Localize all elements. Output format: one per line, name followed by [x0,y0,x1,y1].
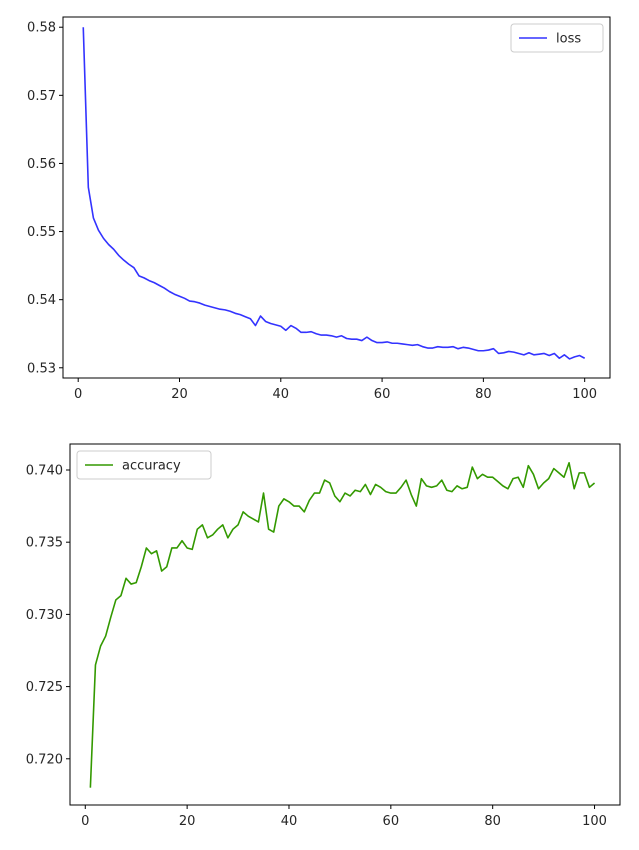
y-tick-label: 0.735 [26,536,63,551]
x-tick-label: 40 [281,814,298,829]
x-tick-label: 60 [374,387,391,402]
x-tick-label: 0 [74,387,82,402]
x-tick-label: 100 [572,387,597,402]
x-tick-label: 80 [475,387,492,402]
y-tick-label: 0.58 [27,21,56,36]
y-tick-label: 0.57 [27,89,56,104]
y-tick-label: 0.53 [27,361,56,376]
accuracy-chart: 0 20 40 60 80 100 0.720 0.725 0.730 0.735 0.740 acc… [26,443,621,829]
x-tick-label: 40 [273,387,290,402]
legend-box [76,450,212,480]
y-tick-label: 0.730 [26,608,63,623]
series-line-loss [82,27,586,360]
legend: accuracy [76,450,212,480]
plot-frame [62,16,611,379]
x-tick-label: 80 [484,814,501,829]
legend-label: loss [556,32,581,47]
y-tick-label: 0.55 [27,225,56,240]
x-tick-label: 100 [582,814,607,829]
y-tick-label: 0.54 [27,293,56,308]
plot-frame [69,443,621,806]
y-tick-label: 0.725 [26,680,63,695]
y-tick-label: 0.56 [27,157,56,172]
legend: loss [510,23,604,53]
loss-chart: 0 20 40 60 80 100 0.53 0.54 0.55 0.56 0.57 0.58 loss [27,16,611,402]
legend-box [510,23,604,53]
legend-label: accuracy [122,459,181,474]
x-tick-label: 0 [81,814,89,829]
y-tick-label: 0.720 [26,752,63,767]
y-tick-label: 0.740 [26,463,63,478]
x-tick-label: 60 [383,814,400,829]
series-line-accuracy [89,461,596,788]
x-tick-label: 20 [179,814,196,829]
x-tick-label: 20 [171,387,188,402]
